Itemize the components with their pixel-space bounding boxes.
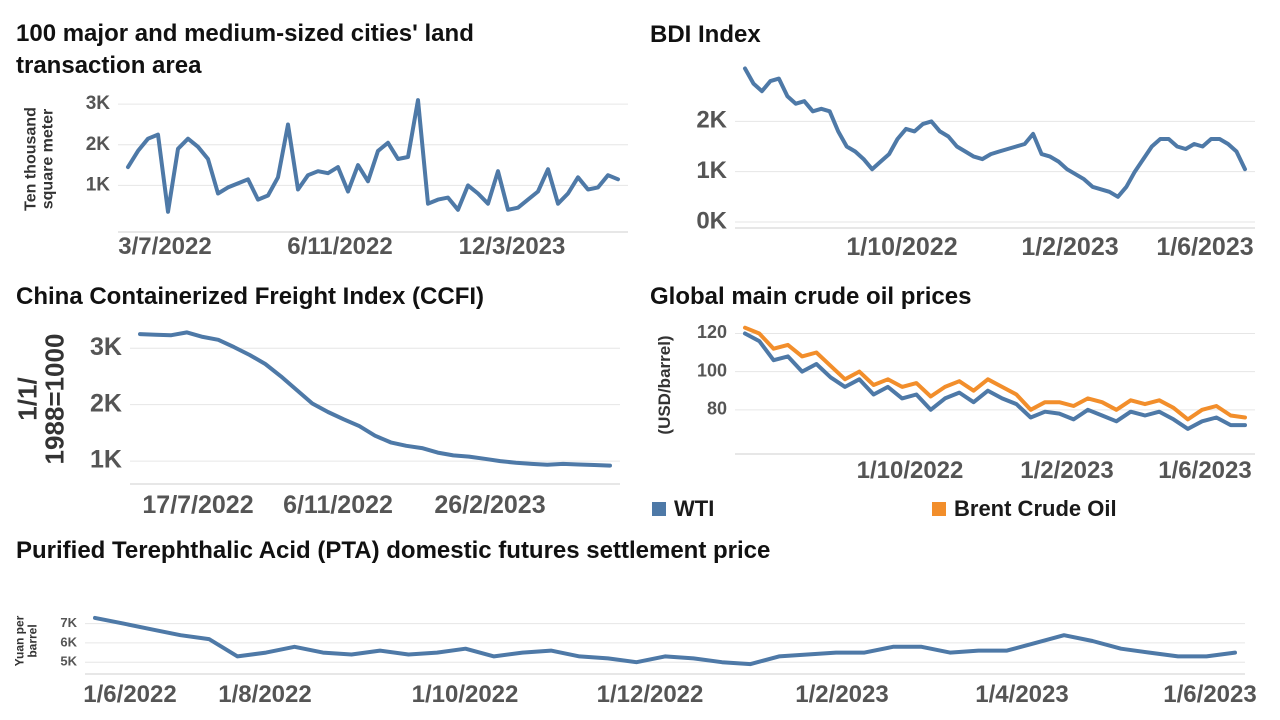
x-tick-label: 1/6/2022	[83, 681, 176, 708]
x-tick-label: 1/10/2022	[857, 457, 964, 484]
chart-oil-svg: 80 100 120 1/10/2022 1/2/2023 1/6/2023 (USD/ba…	[655, 322, 1255, 484]
x-tick-label: 1/4/2023	[975, 681, 1068, 708]
y-tick-label: 2K	[90, 389, 122, 417]
chart-title: China Containerized Freight Index (CCFI)	[16, 283, 485, 310]
chart-bdi-panel: BDI Index 0K 1K 2K 1/10/2022 1/2/2023 1/6/202…	[640, 0, 1280, 270]
x-tick-label: 12/3/2023	[459, 233, 566, 260]
legend-label-wti: WTI	[674, 496, 715, 521]
chart-ccfi-panel: China Containerized Freight Index (CCFI)…	[0, 270, 640, 530]
x-tick-label: 1/8/2022	[218, 681, 311, 708]
chart-title: 100 major and medium-sized cities' land …	[16, 20, 474, 79]
y-axis-label: Yuan perbarrel	[13, 615, 40, 666]
y-axis-label: Ten thousandsquare meter	[23, 107, 57, 211]
x-tick-label: 1/12/2022	[597, 681, 704, 708]
y-tick-label: 1K	[696, 157, 727, 184]
legend-label-brent: Brent Crude Oil	[954, 496, 1117, 521]
y-tick-label: 2K	[86, 134, 111, 155]
y-tick-label: 3K	[90, 333, 122, 361]
y-tick-label: 7K	[60, 615, 77, 630]
chart-title: Global main crude oil prices	[650, 283, 972, 310]
chart-bdi-svg: 0K 1K 2K 1/10/2022 1/2/2023 1/6/2023	[696, 66, 1255, 261]
x-tick-label: 26/2/2023	[434, 491, 545, 519]
series-line-land	[126, 98, 620, 214]
legend-swatch-wti	[652, 502, 666, 516]
y-tick-label: 2K	[696, 107, 727, 134]
x-tick-label: 3/7/2022	[118, 233, 211, 260]
chart-ccfi-svg: 1K 2K 3K 17/7/2022 6/11/2022 26/2/2023 1/1/198…	[12, 330, 620, 519]
y-axis-label: (USD/barrel)	[655, 335, 674, 434]
x-tick-label: 1/2/2023	[795, 681, 888, 708]
y-tick-label: 5K	[60, 654, 77, 669]
y-tick-label: 100	[697, 360, 727, 380]
chart-land-svg: 1K 2K 3K 3/7/2022 6/11/2022 12/3/2023 Ten thou…	[23, 93, 628, 260]
series-line-bdi	[743, 66, 1247, 199]
y-tick-label: 3K	[86, 93, 111, 114]
legend-item-brent: Brent Crude Oil	[932, 496, 1117, 522]
x-tick-label: 6/11/2022	[283, 491, 393, 519]
x-tick-label: 1/6/2023	[1158, 457, 1251, 484]
chart-title: BDI Index	[650, 21, 761, 48]
y-tick-label: 120	[697, 322, 727, 342]
y-tick-label: 1K	[90, 446, 122, 474]
x-tick-label: 1/2/2023	[1020, 457, 1113, 484]
legend-swatch-brent	[932, 502, 946, 516]
chart-title: Purified Terephthalic Acid (PTA) domesti…	[16, 537, 771, 564]
x-tick-label: 1/10/2022	[846, 233, 957, 261]
legend-item-wti: WTI	[652, 496, 714, 522]
y-tick-label: 1K	[86, 174, 111, 195]
y-tick-label: 6K	[60, 634, 77, 649]
chart-pta-panel: Purified Terephthalic Acid (PTA) domesti…	[0, 530, 1280, 720]
x-tick-label: 1/6/2023	[1163, 681, 1256, 708]
x-tick-label: 1/2/2023	[1021, 233, 1118, 261]
chart-oil-panel: Global main crude oil prices 80 100 120 1/1…	[640, 270, 1280, 530]
x-tick-label: 1/10/2022	[412, 681, 519, 708]
series-line-ccfi	[138, 330, 612, 468]
x-tick-label: 1/6/2023	[1156, 233, 1253, 261]
series-line-brent-crude-oil	[743, 325, 1247, 422]
series-line-wti	[743, 331, 1247, 431]
x-tick-label: 17/7/2022	[142, 491, 253, 519]
x-tick-label: 6/11/2022	[287, 233, 392, 260]
chart-land-panel: 100 major and medium-sized cities' land …	[0, 0, 640, 270]
y-tick-label: 0K	[696, 207, 727, 234]
chart-pta-svg: 5K 6K 7K 1/6/2022 1/8/2022 1/10/2022 1/12/2022…	[13, 615, 1257, 708]
y-tick-label: 80	[707, 399, 727, 419]
y-axis-label: 1/1/1988=1000	[12, 334, 69, 465]
series-line-pta	[93, 615, 1237, 667]
